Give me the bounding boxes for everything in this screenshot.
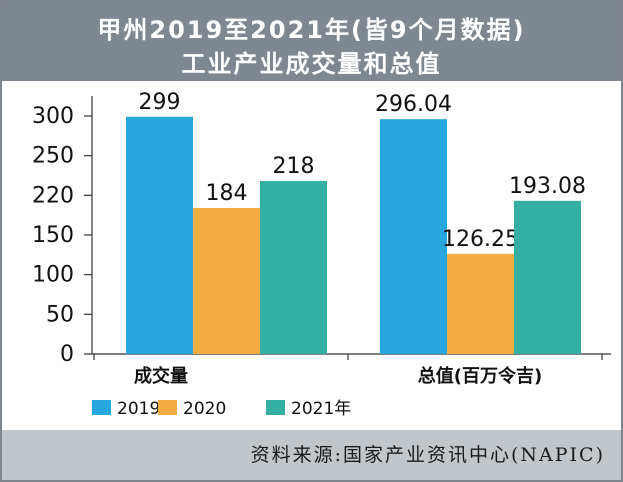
bar-2019-0 xyxy=(126,116,193,354)
bar-2020-0 xyxy=(193,208,260,354)
bar-2021-0 xyxy=(260,181,327,354)
legend-swatch-2019 xyxy=(92,400,111,415)
legend-swatch-2021 xyxy=(266,400,285,415)
y-tick-label: 100 xyxy=(32,263,74,288)
y-tick-label: 150 xyxy=(32,223,74,248)
legend-swatch-2020 xyxy=(158,400,177,415)
chart-title-line-2: 工业产业成交量和总值 xyxy=(181,50,442,78)
category-label-0: 成交量 xyxy=(134,365,188,387)
y-tick-label: 50 xyxy=(46,302,74,327)
data-label-2020-1: 126.25 xyxy=(442,227,519,252)
plot-area: 0 50 100 150 220 250 300 299 296.04 184 126.25 218 1… xyxy=(14,89,611,425)
bar-2020-1 xyxy=(447,253,514,354)
bar-2021-1 xyxy=(514,200,581,354)
legend-label-2021: 2021年 xyxy=(291,399,351,419)
data-label-2021-1: 193.08 xyxy=(509,174,586,199)
data-label-2021-0: 218 xyxy=(273,154,315,179)
bar-chart: 0 50 100 150 220 250 300 299 296.04 184 126.25 218 1… xyxy=(32,90,611,419)
chart-title-line-1: 甲州2019至2021年(皆9个月数据) xyxy=(97,16,526,44)
source-bar: 资料来源:国家产业资讯中心(NAPIC) xyxy=(2,430,621,480)
category-label-1: 总值(百万令吉) xyxy=(418,365,542,387)
bar-2019-1 xyxy=(380,119,447,354)
legend-label-2019: 2019 xyxy=(117,399,160,419)
y-tick-label: 220 xyxy=(32,183,74,208)
y-tick-label: 0 xyxy=(60,342,74,367)
data-label-2019-0: 299 xyxy=(139,90,181,115)
data-label-2019-1: 296.04 xyxy=(375,92,452,117)
data-label-2020-0: 184 xyxy=(206,181,248,206)
title-bar: 甲州2019至2021年(皆9个月数据) 工业产业成交量和总值 xyxy=(2,2,621,81)
y-tick-label: 300 xyxy=(32,104,74,129)
y-tick-label: 250 xyxy=(32,144,74,169)
source-note: 资料来源:国家产业资讯中心(NAPIC) xyxy=(250,444,605,466)
legend-label-2020: 2020 xyxy=(183,399,226,419)
